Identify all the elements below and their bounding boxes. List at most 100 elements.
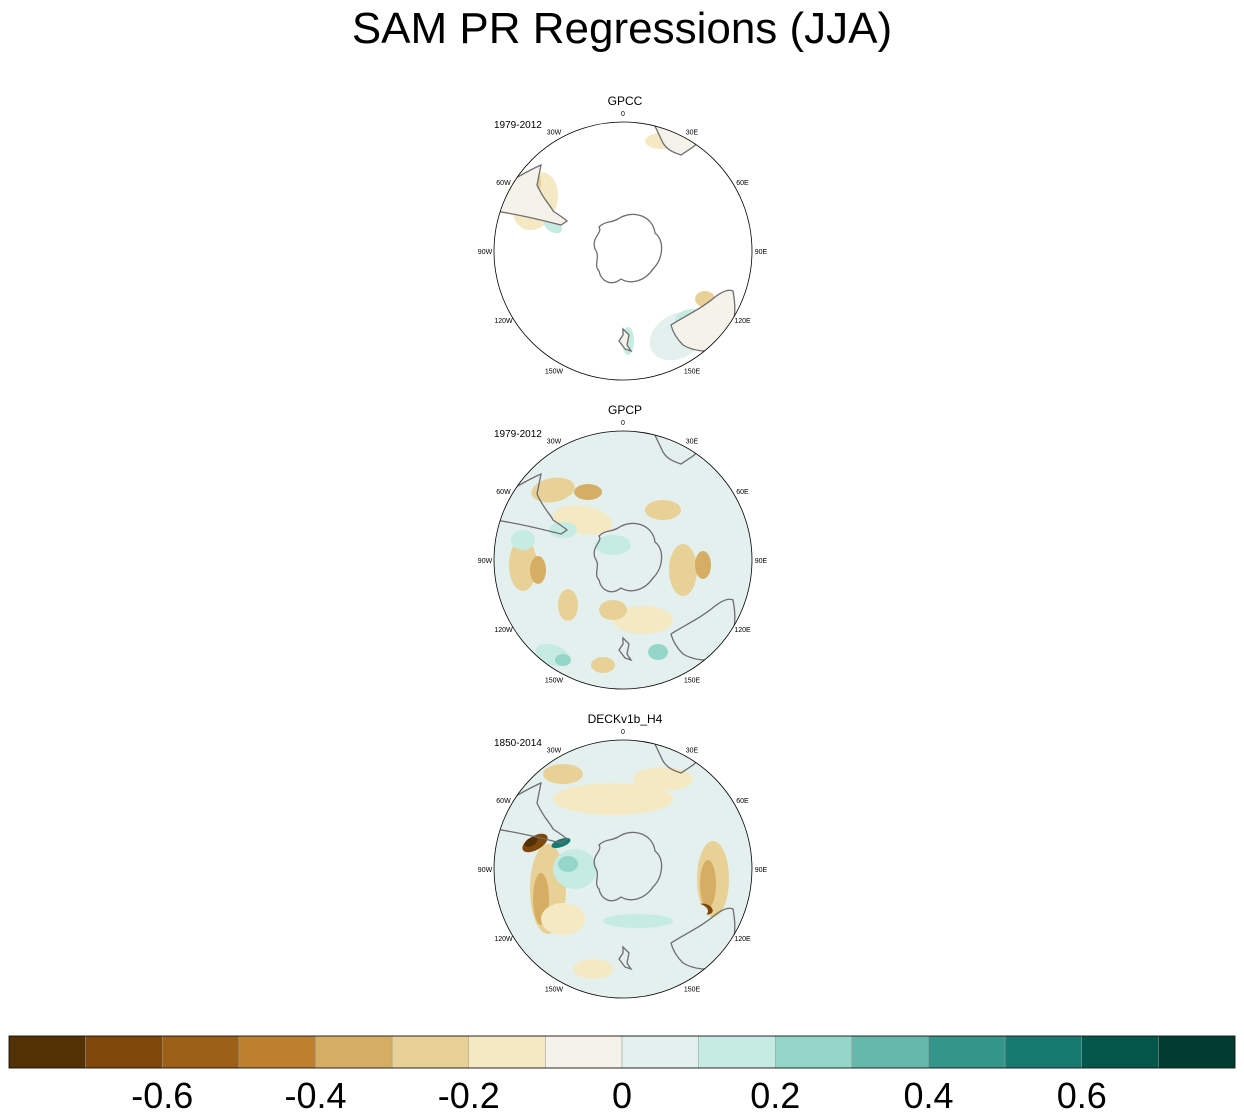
- colorbar-swatch: [315, 1035, 393, 1069]
- anomaly-region: [700, 860, 716, 908]
- shading-layer: [494, 122, 752, 380]
- colorbar-tick-label: 0: [612, 1075, 632, 1116]
- shading-layer: [494, 431, 752, 689]
- map-panel-gpcc: GPCC 1979-2012 030E60E90E120E150E180150W…: [470, 94, 780, 384]
- longitude-label: 90W: [478, 249, 493, 256]
- anomaly-region: [541, 903, 585, 935]
- colorbar-swatch: [1158, 1035, 1236, 1069]
- panel-title: DECKv1b_H4: [587, 712, 663, 726]
- colorbar-swatch: [85, 1035, 163, 1069]
- longitude-label: 60W: [496, 798, 511, 805]
- coastline: [494, 472, 569, 535]
- colorbar-swatch: [1081, 1035, 1159, 1069]
- anomaly-region: [515, 606, 551, 634]
- longitude-label: 90E: [755, 558, 768, 565]
- anomaly-region: [553, 783, 673, 815]
- longitude-label: 60W: [496, 489, 511, 496]
- panel-title: GPCP: [607, 403, 642, 417]
- coastline: [618, 636, 633, 662]
- polar-map: 030E60E90E120E150E180150W120W90W60W30W: [478, 729, 768, 999]
- coastline: [494, 163, 569, 226]
- longitude-label: 60E: [736, 180, 749, 187]
- anomaly-region: [543, 764, 583, 784]
- colorbar-tick-label: 0.6: [1057, 1075, 1107, 1116]
- longitude-label: 90E: [755, 867, 768, 874]
- map-panel-gpcp: GPCP 1979-2012 030E60E90E120E150E180150W…: [470, 403, 780, 693]
- longitude-label: 150E: [684, 678, 701, 685]
- longitude-label: 120W: [494, 318, 513, 325]
- anomaly-region: [599, 600, 627, 620]
- anomaly-region: [555, 654, 571, 666]
- anomaly-region: [558, 856, 578, 872]
- colorbar-swatch: [8, 1035, 86, 1069]
- colorbar-swatch: [851, 1035, 929, 1069]
- anomaly-region: [511, 530, 535, 550]
- colorbar-tick-label: -0.6: [131, 1075, 193, 1116]
- anomaly-region: [531, 477, 575, 503]
- longitude-label: 150E: [684, 369, 701, 376]
- anomaly-region: [524, 837, 538, 847]
- map-boundary: [493, 430, 753, 690]
- anomaly-region: [648, 644, 668, 660]
- anomaly-region: [645, 500, 681, 520]
- anomaly-region: [549, 522, 577, 538]
- anomaly-region: [613, 606, 673, 634]
- longitude-label: 90E: [755, 249, 768, 256]
- anomaly-region: [509, 539, 537, 591]
- panel-period: 1979-2012: [494, 120, 542, 131]
- anomaly-region: [662, 954, 694, 974]
- colorbar-swatch: [391, 1035, 469, 1069]
- longitude-label: 30E: [686, 438, 699, 445]
- longitude-label: 120W: [494, 936, 513, 943]
- longitude-label: 90W: [478, 558, 493, 565]
- coastline: [593, 213, 663, 284]
- coastline: [593, 522, 663, 593]
- longitude-label: 150W: [545, 678, 564, 685]
- coastline: [618, 945, 633, 971]
- longitude-label: 120E: [734, 936, 751, 943]
- anomaly-region: [633, 767, 693, 791]
- colorbar-tick-label: -0.4: [284, 1075, 346, 1116]
- colorbar-swatch: [238, 1035, 316, 1069]
- longitude-label: 150W: [545, 987, 564, 994]
- coastline: [494, 781, 569, 844]
- colorbar-tick-label: 0.4: [903, 1075, 953, 1116]
- longitude-label: 120E: [734, 627, 751, 634]
- longitude-label: 0: [621, 111, 625, 118]
- main-title: SAM PR Regressions (JJA): [351, 4, 893, 53]
- map-boundary: [493, 121, 753, 381]
- panel-title: GPCC: [607, 94, 643, 108]
- longitude-label: 120E: [734, 318, 751, 325]
- colorbar-swatch: [1004, 1035, 1082, 1069]
- colorbar-swatch: [621, 1035, 699, 1069]
- anomaly-region: [574, 484, 602, 500]
- longitude-label: 30W: [547, 438, 562, 445]
- longitude-label: 150E: [684, 987, 701, 994]
- panel-period: 1979-2012: [494, 429, 542, 440]
- map-panel-deckv1b-h4: DECKv1b_H4 1850-2014 0 30E 60E 90E 120E 150E 1…: [470, 712, 780, 1002]
- anomaly-region: [505, 951, 521, 967]
- anomaly-region: [595, 535, 631, 555]
- colorbar: -0.6 -0.4 -0.2 0 0.2 0.4 0.6: [8, 1035, 1236, 1116]
- longitude-label: 90W: [478, 867, 493, 874]
- longitude-label: 0: [621, 729, 625, 736]
- longitude-label: 150W: [545, 369, 564, 376]
- colorbar-tick-label: -0.2: [438, 1075, 500, 1116]
- anomaly-region: [695, 551, 711, 579]
- polar-map: 030E60E90E120E150E180150W120W90W60W30W: [478, 420, 768, 690]
- longitude-label: 30W: [547, 129, 562, 136]
- colorbar-swatch: [468, 1035, 546, 1069]
- colorbar-swatch: [928, 1035, 1006, 1069]
- coastline: [618, 327, 633, 353]
- colorbar-frame: [8, 1035, 1236, 1069]
- colorbar-tick-label: 0.2: [750, 1075, 800, 1116]
- anomaly-region: [591, 657, 615, 673]
- polar-map: 030E60E90E120E150E180150W120W90W60W30W: [478, 111, 768, 381]
- longitude-label: 60E: [736, 798, 749, 805]
- anomaly-region: [669, 544, 697, 596]
- anomaly-region: [530, 556, 546, 584]
- coastline: [593, 831, 663, 902]
- colorbar-swatch: [545, 1035, 623, 1069]
- longitude-label: 60E: [736, 489, 749, 496]
- longitude-label: 30E: [686, 747, 699, 754]
